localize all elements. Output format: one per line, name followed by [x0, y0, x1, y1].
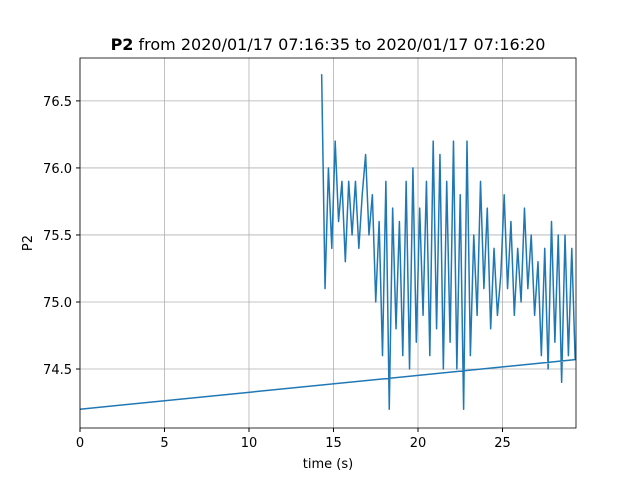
x-axis-label: time (s)	[303, 457, 353, 472]
y-tick-label: 75.0	[43, 296, 72, 311]
y-tick-label: 74.5	[43, 363, 72, 378]
x-tick-label: 15	[325, 436, 342, 451]
y-tick-label: 76.0	[43, 162, 72, 177]
plot-frame	[79, 57, 577, 429]
data-line	[79, 74, 576, 410]
title-rest: from 2020/01/17 07:16:35 to 2020/01/17 0…	[139, 35, 546, 54]
x-tick-label: 0	[76, 436, 84, 451]
x-tick-label: 10	[241, 436, 258, 451]
y-tick-label: 75.5	[43, 229, 72, 244]
x-tick-label: 5	[160, 436, 168, 451]
y-axis-label: P2	[21, 235, 36, 251]
title-bold: P2	[111, 35, 134, 54]
x-tick-label: 20	[410, 436, 427, 451]
x-tick-label: 25	[494, 436, 511, 451]
y-tick-label: 76.5	[43, 95, 72, 110]
chart-title: P2 from 2020/01/17 07:16:35 to 2020/01/1…	[111, 35, 546, 54]
